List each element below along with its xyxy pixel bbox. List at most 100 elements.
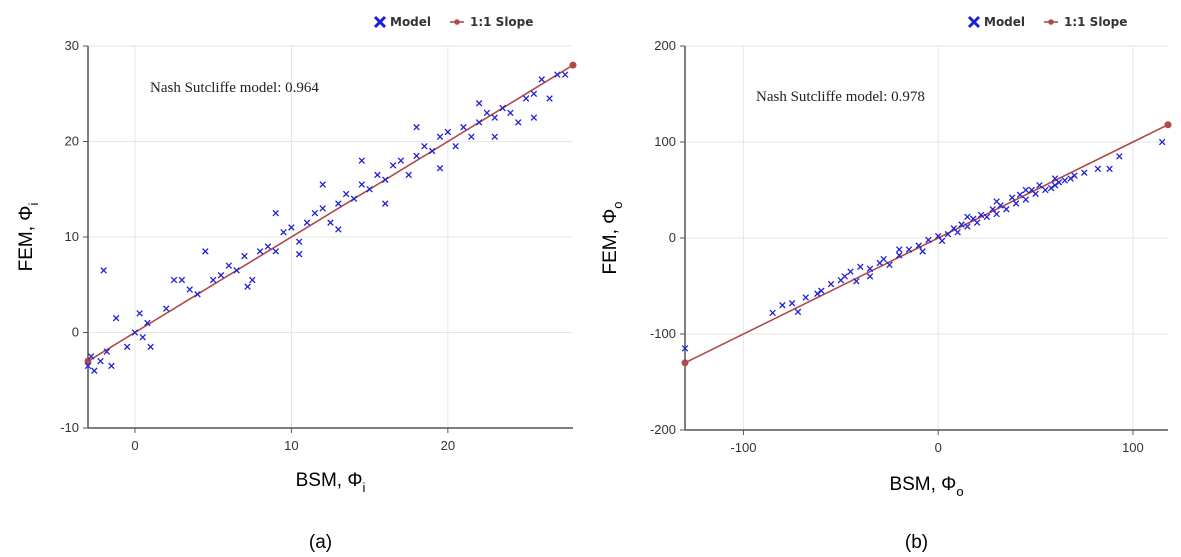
y-tick-label: 200 <box>654 38 676 53</box>
legend-slope-marker <box>454 19 460 25</box>
legend-model-label: Model <box>390 15 431 29</box>
scatter-point <box>1158 138 1166 146</box>
scatter-point <box>139 334 147 341</box>
scatter-point <box>131 329 139 336</box>
y-tick-label: 10 <box>65 229 79 244</box>
scatter-point <box>350 195 358 203</box>
scatter-point <box>288 224 295 231</box>
scatter-point <box>444 128 452 136</box>
scatter-point <box>538 76 545 83</box>
scatter-point <box>530 114 538 121</box>
scatter-point <box>413 123 420 131</box>
x-tick-label: 100 <box>1122 440 1144 455</box>
legend-model-label: Model <box>984 15 1025 29</box>
slope-end-marker <box>1164 121 1172 129</box>
scatter-point <box>374 171 381 179</box>
scatter-point <box>847 268 854 275</box>
scatter-point <box>381 200 389 207</box>
scatter-point <box>681 345 689 352</box>
scatter-point <box>295 238 303 246</box>
x-tick-label: 0 <box>131 438 138 453</box>
y-tick-label: 30 <box>65 38 79 53</box>
panel-caption-a: (a) <box>309 532 332 553</box>
scatter-point <box>866 273 874 280</box>
scatter-point <box>295 250 303 258</box>
scatter-point <box>475 119 483 126</box>
legend-model-icon <box>967 15 981 29</box>
scatter-point <box>779 301 786 309</box>
slope-end-marker <box>84 357 92 365</box>
scatter-point <box>335 226 342 233</box>
scatter-point <box>170 276 178 284</box>
scatter-point <box>1047 184 1055 192</box>
scatter-point <box>993 210 1000 218</box>
scatter-point <box>381 176 389 183</box>
scatter-point <box>272 209 280 217</box>
scatter-point <box>421 143 428 150</box>
scatter-point <box>1012 200 1020 207</box>
scatter-point <box>546 95 553 102</box>
scatter-point <box>280 228 287 236</box>
x-axis-title: BSM, Φo <box>889 474 963 499</box>
scatter-point <box>915 242 922 249</box>
scatter-point <box>100 267 107 274</box>
scatter-point <box>202 248 209 255</box>
scatter-point <box>983 213 991 221</box>
scatter-point <box>1051 181 1059 189</box>
scatter-point <box>769 309 776 317</box>
slope-end-marker <box>569 61 577 69</box>
scatter-point <box>241 252 248 260</box>
scatter-point <box>144 319 151 327</box>
scatter-point <box>1042 186 1049 194</box>
chart-panel-a: 0 10 20 -10 0 10 20 30 Nash Sutcliffe model: 0.9… <box>0 0 590 557</box>
x-axis-title: BSM, Φi <box>296 470 366 495</box>
scatter-point <box>954 228 961 236</box>
scatter-point <box>342 190 350 198</box>
scatter-point <box>905 246 913 253</box>
scatter-point <box>853 277 860 285</box>
scatter-point <box>436 164 444 172</box>
x-tick-label: 10 <box>284 438 298 453</box>
scatter-point <box>264 243 272 250</box>
scatter-point <box>97 357 104 365</box>
scatter-point <box>841 273 848 280</box>
scatter-point <box>507 109 514 117</box>
scatter-point <box>522 95 530 102</box>
scatter-point <box>958 221 965 228</box>
scatter-point <box>103 348 111 355</box>
scatter-point <box>1036 181 1043 189</box>
scatter-point <box>561 71 569 78</box>
scatter-point <box>880 255 887 263</box>
scatter-point <box>1080 169 1088 176</box>
scatter-point <box>1022 196 1030 203</box>
chart-a-svg: 0 10 20 -10 0 10 20 30 Nash Sutcliffe model: 0.9… <box>16 15 577 553</box>
scatter-point <box>491 114 499 121</box>
scatter-point <box>217 271 225 279</box>
slope-line <box>87 64 574 362</box>
scatter-point <box>827 280 835 288</box>
scatter-point <box>794 308 802 316</box>
slope-line <box>684 124 1169 364</box>
scatter-point <box>1061 177 1069 184</box>
scatter-point <box>1094 165 1102 173</box>
scatter-point <box>483 109 491 117</box>
scatter-point <box>194 291 201 298</box>
y-tick-label: 20 <box>65 134 79 149</box>
scatter-point <box>1008 194 1016 201</box>
scatter-point <box>886 261 893 269</box>
y-tick-label: -200 <box>650 422 676 437</box>
nash-sutcliffe-annotation: Nash Sutcliffe model: 0.978 <box>756 89 925 105</box>
scatter-point <box>788 300 796 307</box>
scatter-point <box>1016 191 1024 199</box>
scatter-point <box>475 100 483 107</box>
panel-caption-b: (b) <box>905 532 928 553</box>
y-axis-title: FEM, Φo <box>600 201 625 274</box>
scatter-point <box>866 265 874 272</box>
scatter-point <box>964 213 971 221</box>
scatter-point <box>397 157 405 164</box>
scatter-point <box>358 181 366 188</box>
scatter-point <box>233 267 240 274</box>
scatter-point <box>244 283 251 290</box>
scatter-point <box>123 343 131 351</box>
scatter-point <box>186 286 193 293</box>
